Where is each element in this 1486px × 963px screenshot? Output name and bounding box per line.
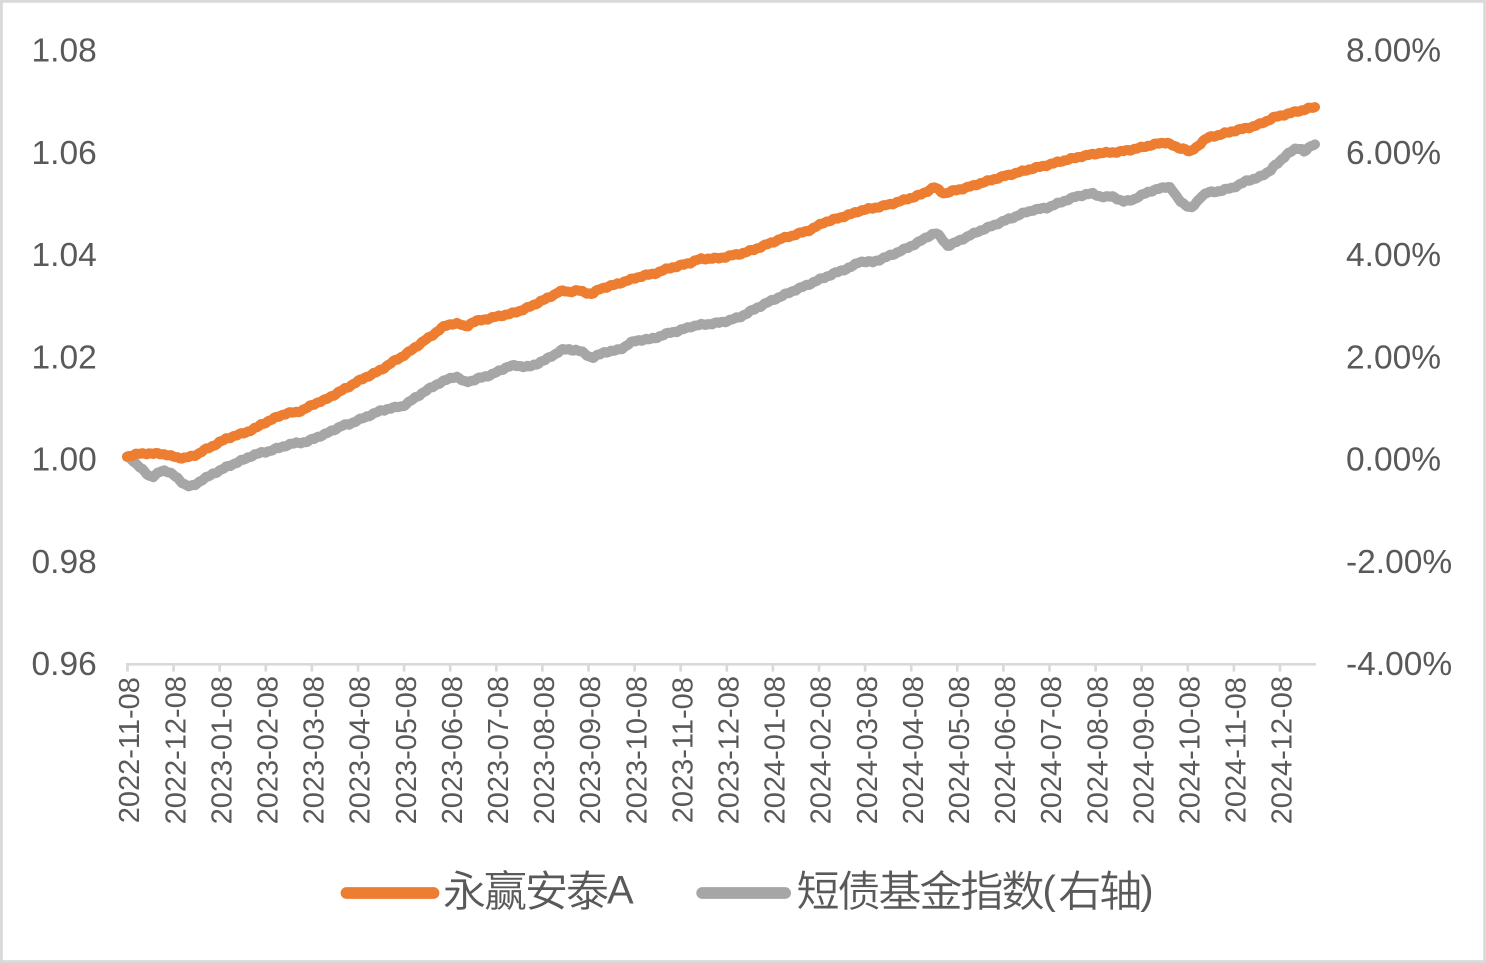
- svg-text:2024-04-08: 2024-04-08: [898, 676, 930, 824]
- svg-text:2023-09-08: 2023-09-08: [575, 676, 607, 824]
- svg-text:2023-08-08: 2023-08-08: [529, 676, 561, 824]
- svg-text:): ): [1140, 869, 1153, 913]
- svg-text:2023-11-08: 2023-11-08: [667, 677, 699, 823]
- svg-text:2.00%: 2.00%: [1346, 339, 1441, 376]
- svg-text:2024-01-08: 2024-01-08: [760, 676, 792, 824]
- svg-text:2024-12-08: 2024-12-08: [1267, 676, 1299, 824]
- svg-text:2024-07-08: 2024-07-08: [1036, 676, 1068, 824]
- svg-text:2023-10-08: 2023-10-08: [621, 676, 653, 824]
- svg-text:2023-01-08: 2023-01-08: [206, 676, 238, 824]
- svg-text:2023-07-08: 2023-07-08: [483, 676, 515, 824]
- svg-text:2023-05-08: 2023-05-08: [391, 676, 423, 824]
- svg-text:2023-04-08: 2023-04-08: [345, 676, 377, 824]
- svg-text:2024-02-08: 2024-02-08: [806, 676, 838, 824]
- svg-text:2022-11-08: 2022-11-08: [114, 677, 146, 823]
- svg-text:2024-03-08: 2024-03-08: [852, 676, 884, 824]
- svg-text:2023-03-08: 2023-03-08: [299, 676, 331, 824]
- svg-text:2024-05-08: 2024-05-08: [944, 676, 976, 824]
- svg-text:2024-09-08: 2024-09-08: [1128, 676, 1160, 824]
- svg-text:2024-06-08: 2024-06-08: [990, 676, 1022, 824]
- svg-text:8.00%: 8.00%: [1346, 33, 1441, 70]
- svg-text:1.06: 1.06: [32, 135, 97, 172]
- svg-text:2023-02-08: 2023-02-08: [253, 676, 285, 824]
- svg-text:-2.00%: -2.00%: [1346, 544, 1452, 581]
- svg-text:4.00%: 4.00%: [1346, 237, 1441, 274]
- svg-text:1.00: 1.00: [32, 442, 97, 479]
- svg-text:2024-11-08: 2024-11-08: [1221, 677, 1253, 823]
- svg-text:0.00%: 0.00%: [1346, 442, 1441, 479]
- svg-text:2022-12-08: 2022-12-08: [160, 676, 192, 824]
- svg-text:6.00%: 6.00%: [1346, 135, 1441, 172]
- svg-text:0.96: 0.96: [32, 646, 97, 683]
- svg-text:1.04: 1.04: [32, 237, 97, 274]
- svg-text:(: (: [1043, 869, 1057, 913]
- svg-text:2024-08-08: 2024-08-08: [1082, 676, 1114, 824]
- svg-text:0.98: 0.98: [32, 544, 97, 581]
- svg-text:1.02: 1.02: [32, 339, 97, 376]
- svg-text:1.08: 1.08: [32, 33, 97, 70]
- svg-text:2023-12-08: 2023-12-08: [714, 676, 746, 824]
- svg-text:2023-06-08: 2023-06-08: [437, 676, 469, 824]
- svg-text:2024-10-08: 2024-10-08: [1175, 676, 1207, 824]
- svg-text:A: A: [607, 869, 634, 913]
- svg-text:-4.00%: -4.00%: [1346, 646, 1452, 683]
